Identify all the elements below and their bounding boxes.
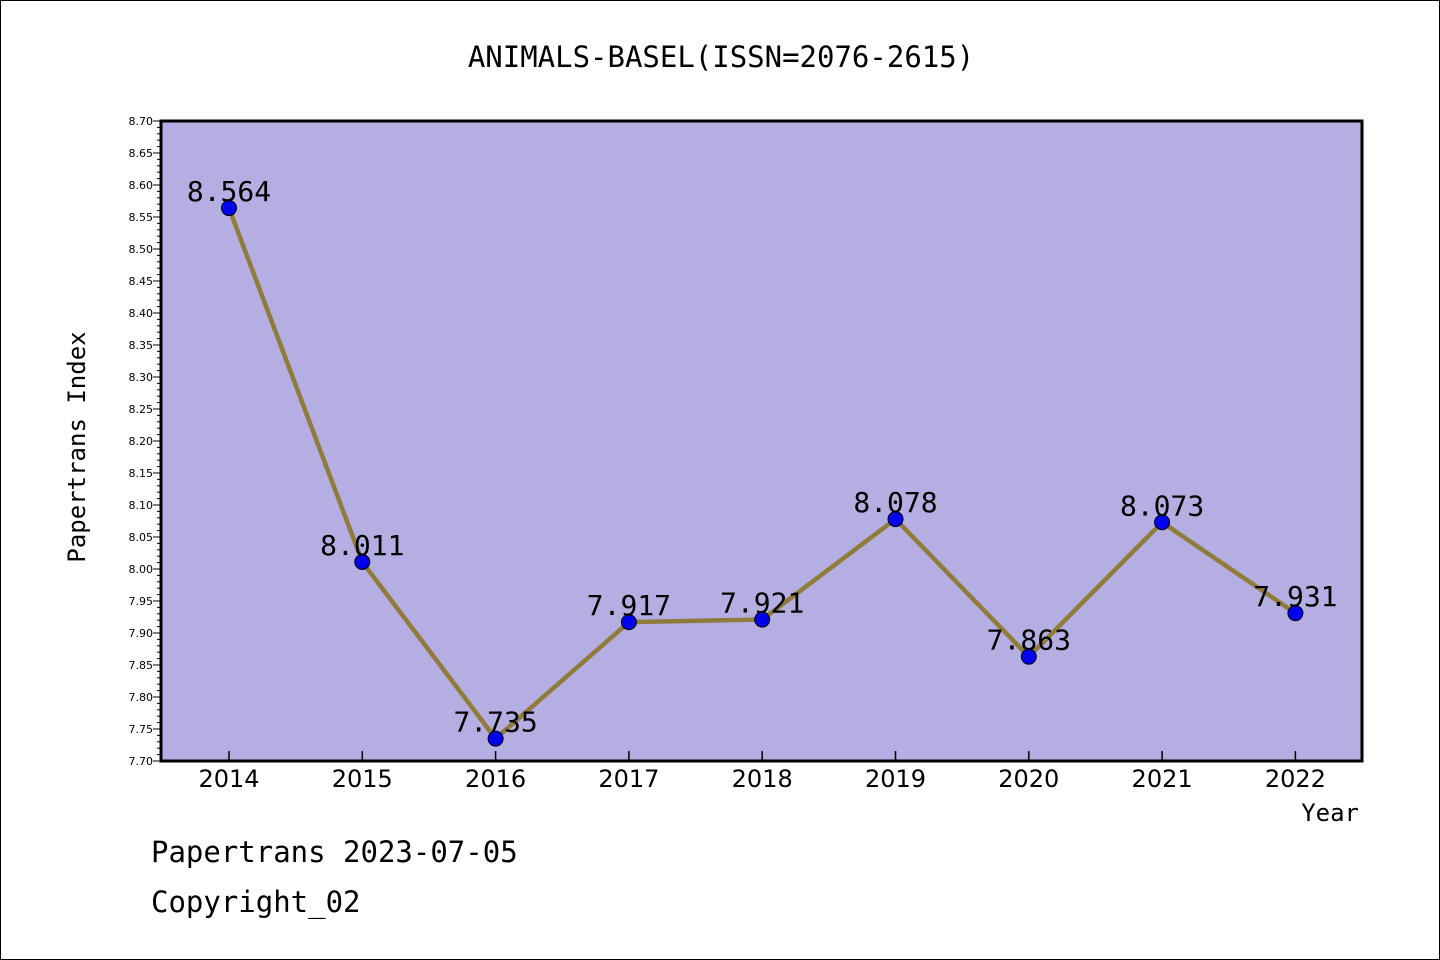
y-tick-label: 8.50 (129, 243, 154, 256)
footer-date: Papertrans 2023-07-05 (151, 835, 518, 869)
data-label: 7.931 (1253, 580, 1337, 613)
y-tick-label: 8.00 (129, 563, 154, 576)
y-tick-label: 7.75 (129, 723, 154, 736)
data-label: 7.921 (720, 587, 804, 620)
y-axis: 7.70 7.75 7.80 7.85 7.90 7.95 8.00 8.05 8.10 8.15… (129, 115, 161, 768)
data-label: 8.078 (853, 486, 937, 519)
data-label: 8.564 (187, 175, 271, 208)
y-tick-label: 8.05 (129, 531, 154, 544)
x-axis: 2014 2015 2016 2017 2018 2019 2020 2021 2022 (198, 751, 1326, 793)
y-tick-label: 7.80 (129, 691, 154, 704)
data-point (487, 730, 504, 747)
data-label: 7.917 (587, 589, 671, 622)
chart-title: ANIMALS-BASEL(ISSN=2076-2615) (468, 40, 974, 74)
y-tick-label: 8.25 (129, 403, 154, 416)
data-point (221, 200, 237, 217)
y-tick-label: 8.30 (129, 371, 154, 384)
y-tick-label: 8.55 (129, 211, 154, 224)
x-tick-label: 2022 (1265, 765, 1326, 793)
y-tick-label: 8.40 (129, 307, 154, 320)
data-label: 7.735 (453, 706, 537, 739)
y-tick-label: 8.60 (129, 179, 154, 192)
y-tick-label: 7.85 (129, 659, 154, 672)
y-tick-label: 8.15 (129, 467, 154, 480)
data-label: 7.863 (987, 624, 1071, 657)
data-label: 8.073 (1120, 489, 1204, 522)
y-tick-label: 8.35 (129, 339, 154, 352)
data-point (620, 614, 637, 631)
data-label: 8.011 (320, 529, 404, 562)
y-tick-label: 8.65 (129, 147, 154, 160)
x-tick-label: 2016 (465, 765, 526, 793)
data-point (887, 511, 904, 528)
data-point (1154, 514, 1171, 531)
y-tick-label: 8.20 (129, 435, 154, 448)
plot-area (159, 119, 1364, 763)
x-tick-label: 2021 (1132, 765, 1193, 793)
data-point (1020, 648, 1037, 665)
series-group (221, 200, 1304, 747)
footer-copyright: Copyright_02 (151, 885, 361, 919)
data-point (354, 553, 371, 570)
x-tick-label: 2019 (865, 765, 926, 793)
y-tick-label: 8.45 (129, 275, 154, 288)
y-tick-label: 8.70 (129, 115, 154, 128)
data-point (1287, 605, 1304, 622)
x-tick-label: 2014 (198, 765, 259, 793)
y-axis-label: Papertrans Index (63, 331, 91, 562)
x-tick-label: 2018 (732, 765, 793, 793)
y-tick-label: 7.90 (129, 627, 154, 640)
y-tick-label: 8.10 (129, 499, 154, 512)
y-tick-label: 7.70 (129, 755, 154, 768)
y-tick-label: 7.95 (129, 595, 154, 608)
x-axis-label: Year (1301, 799, 1359, 827)
x-tick-label: 2020 (998, 765, 1059, 793)
x-tick-label: 2017 (598, 765, 659, 793)
x-tick-label: 2015 (332, 765, 393, 793)
data-point (754, 611, 771, 628)
data-labels: 8.564 8.011 7.735 7.917 7.921 8.078 7.863 8.073… (187, 175, 1338, 739)
